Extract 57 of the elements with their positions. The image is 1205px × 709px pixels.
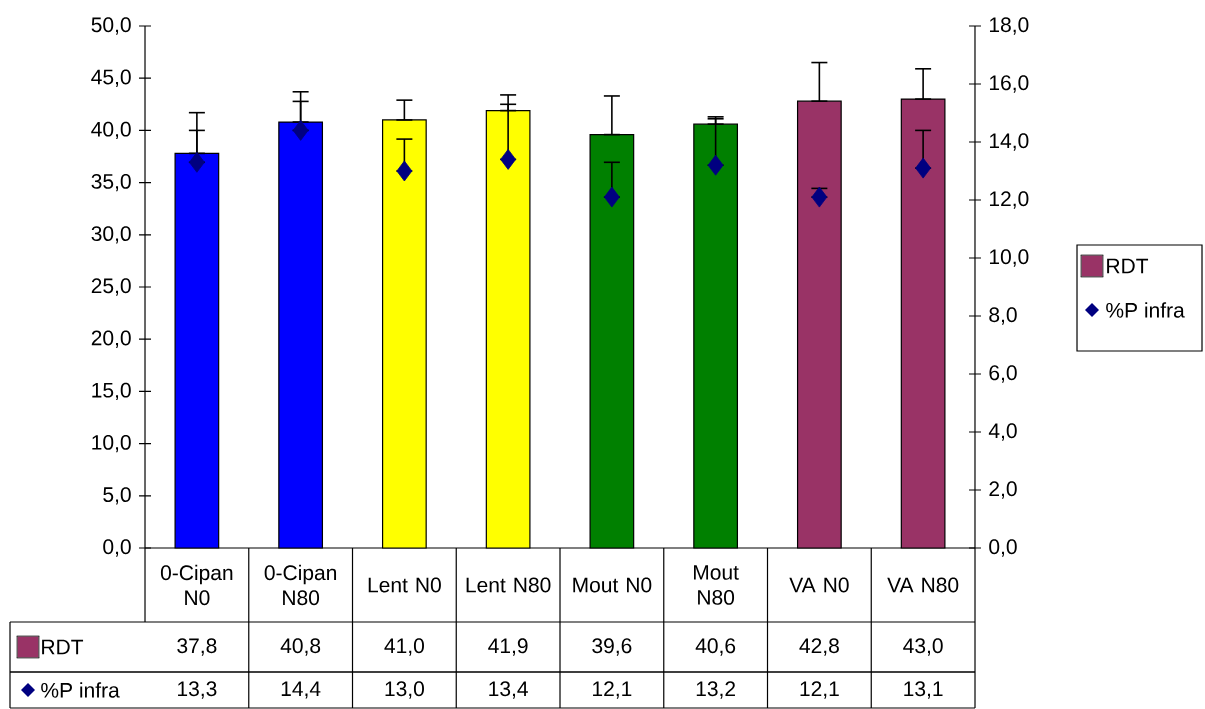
x-tick-label: Mout N80	[694, 565, 739, 605]
y-tick-label: 5,0	[103, 487, 131, 505]
x-tick-label: Lent N80	[466, 577, 551, 593]
y2-tick-label: 14,0	[989, 133, 1029, 151]
y-tick-label: 15,0	[92, 382, 131, 401]
point	[188, 151, 205, 173]
y2-tick-label: 16,0	[989, 75, 1029, 93]
x-tick-label: VA N80	[887, 577, 959, 593]
x-tick-label: 0-Cipan N0	[160, 564, 233, 606]
data-label: 41,9	[488, 638, 528, 656]
y-tick-label: 25,0	[91, 278, 131, 296]
data-label: 13,3	[178, 681, 217, 699]
y-tick-label: 45,0	[91, 69, 131, 87]
x-tick-label: Mout N0	[573, 577, 652, 593]
point	[707, 154, 724, 176]
y2-tick-label: 4,0	[988, 423, 1017, 441]
x-tick-label: VA N0	[789, 577, 849, 593]
y-tick-label: 0,0	[103, 539, 131, 557]
legend-label: RDT	[42, 639, 84, 655]
y-tick-label: 10,0	[92, 434, 131, 453]
data-label: 40,8	[280, 638, 321, 656]
point	[811, 186, 828, 208]
y-tick-label: 20,0	[91, 330, 131, 348]
y-tick-label: 30,0	[91, 226, 131, 244]
y-tick-label: 40,0	[91, 121, 131, 140]
y-tick-label: 35,0	[91, 173, 131, 192]
data-label: 41,0	[384, 638, 424, 656]
data-label: 39,6	[592, 638, 632, 656]
data-label: 13,4	[489, 681, 528, 699]
y-tick-label: 50,0	[91, 17, 131, 35]
data-label: 12,1	[593, 681, 632, 699]
data-label: 37,8	[177, 638, 217, 656]
y2-tick-label: 12,0	[989, 191, 1029, 209]
data-label: 14,4	[281, 681, 321, 699]
x-tick-label: 0-Cipan N80	[264, 564, 337, 606]
data-label: 40,6	[695, 638, 736, 656]
y2-tick-label: 2,0	[989, 481, 1017, 499]
data-label: 13,2	[696, 681, 735, 699]
data-label: 13,1	[904, 681, 943, 699]
point	[915, 157, 932, 179]
y2-tick-label: 6,0	[989, 365, 1017, 383]
data-label: 12,1	[800, 681, 839, 699]
text: %P infra	[41, 682, 120, 698]
text: RDT	[1107, 258, 1149, 274]
data-label: 13,0	[385, 681, 424, 699]
data-label: 43,0	[903, 638, 943, 656]
y2-tick-label: 8,0	[989, 307, 1017, 325]
legend-label: %P infra	[1106, 302, 1185, 318]
point	[292, 120, 309, 141]
y2-tick-label: 18,0	[989, 17, 1029, 35]
data-label: 42,8	[799, 638, 839, 656]
y2-tick-label: 0,0	[989, 539, 1017, 557]
point	[603, 186, 620, 208]
point	[500, 149, 517, 170]
point	[396, 160, 413, 182]
x-tick-label: Lent N0	[368, 577, 441, 593]
y2-tick-label: 10,0	[989, 249, 1029, 267]
